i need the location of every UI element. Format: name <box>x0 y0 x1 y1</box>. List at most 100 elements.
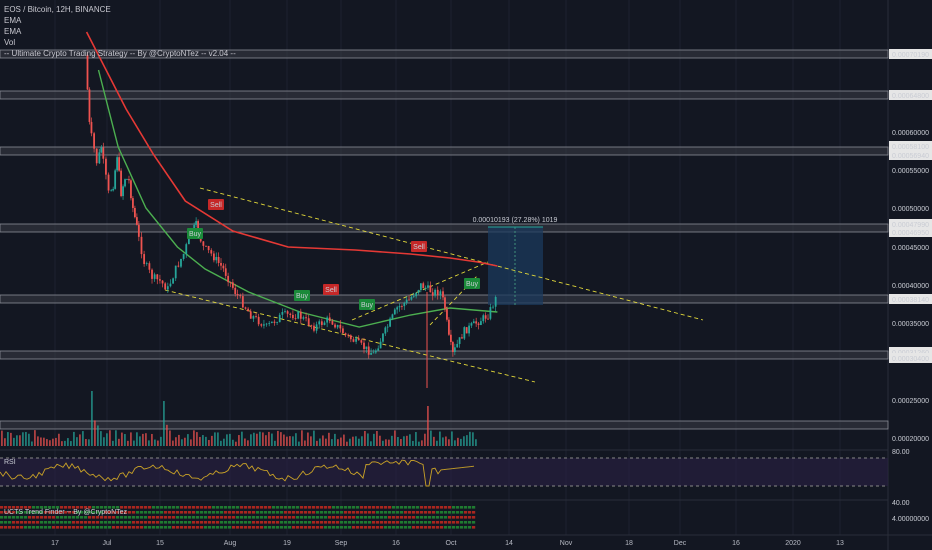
trend-cell <box>108 521 112 524</box>
trend-cell <box>336 506 340 509</box>
candle-body <box>213 253 215 261</box>
trend-cell <box>320 521 324 524</box>
chart-legend: EOS / Bitcoin, 12H, BINANCE EMA EMA Vol … <box>4 4 236 59</box>
trend-cell <box>276 506 280 509</box>
trend-cell <box>300 511 304 514</box>
sr-zone <box>0 90 889 100</box>
legend-ema-1[interactable]: EMA <box>4 16 22 25</box>
trend-cell <box>52 516 56 519</box>
trend-cell <box>292 516 296 519</box>
trend-cell <box>208 521 212 524</box>
trend-cell <box>168 526 172 529</box>
time-axis-label: Sep <box>335 540 348 547</box>
candle-body <box>252 316 255 319</box>
trend-cell <box>84 521 88 524</box>
trend-cell <box>392 516 396 519</box>
candle-body <box>367 346 370 355</box>
trend-cell <box>76 511 80 514</box>
volume-bar <box>319 438 321 446</box>
trend-cell <box>60 521 64 524</box>
trend-cell <box>300 506 304 509</box>
volume-bar <box>22 432 24 446</box>
volume-bar <box>427 406 429 446</box>
trend-cell <box>244 511 248 514</box>
candle-body <box>331 321 334 325</box>
trend-cell <box>324 521 328 524</box>
volume-bar <box>172 440 174 446</box>
candle-body <box>118 157 120 171</box>
trend-cell <box>344 521 348 524</box>
trend-cell <box>368 521 372 524</box>
trend-cell <box>340 516 344 519</box>
trend-cell <box>368 526 372 529</box>
trend-cell <box>120 506 124 509</box>
trend-cell <box>336 521 340 524</box>
trend-cell <box>428 521 432 524</box>
trend-cell <box>440 506 444 509</box>
trend-cell <box>284 526 288 529</box>
trend-cell <box>280 506 284 509</box>
trend-cell <box>364 516 368 519</box>
trend-cell <box>448 511 452 514</box>
volume-bar <box>262 432 264 446</box>
candle-body <box>224 268 227 276</box>
candle-body <box>398 306 401 308</box>
volume-bar <box>298 441 300 446</box>
trend-cell <box>368 506 372 509</box>
trend-cell <box>424 506 428 509</box>
trend-cell <box>468 516 472 519</box>
volume-bar <box>205 436 207 446</box>
volume-bar <box>196 432 198 446</box>
candle-body <box>273 321 276 323</box>
trend-cell <box>88 526 92 529</box>
candle-body <box>448 319 450 335</box>
volume-bar <box>334 433 336 446</box>
legend-strategy[interactable]: -- Ultimate Crypto Trading Strategy -- B… <box>4 49 236 58</box>
sr-zone <box>0 49 889 59</box>
legend-symbol[interactable]: EOS / Bitcoin, 12H, BINANCE <box>4 5 111 14</box>
trend-cell <box>188 506 192 509</box>
candle-body <box>145 263 148 264</box>
volume-bar <box>418 441 420 446</box>
trend-cell <box>92 516 96 519</box>
trend-cell <box>368 516 372 519</box>
candle-body <box>205 245 207 247</box>
candle-body <box>415 292 418 297</box>
trend-cell <box>12 526 16 529</box>
volume-bar <box>82 431 84 446</box>
trend-cell <box>356 516 360 519</box>
ema-fast-line <box>97 69 498 328</box>
trend-cell <box>152 521 156 524</box>
volume-bar <box>151 433 153 446</box>
trend-cell <box>148 506 152 509</box>
trend-cell <box>320 511 324 514</box>
trend-cell <box>84 516 88 519</box>
trend-cell <box>372 516 376 519</box>
trend-cell <box>240 516 244 519</box>
trend-cell <box>436 526 440 529</box>
trend-cell <box>180 511 184 514</box>
candle-body <box>102 147 105 159</box>
trend-cell <box>360 526 364 529</box>
legend-volume[interactable]: Vol <box>4 38 16 47</box>
trend-cell <box>232 506 236 509</box>
trend-cell <box>384 511 388 514</box>
signal-buy-label: Buy <box>189 231 202 238</box>
trend-cell <box>48 526 52 529</box>
trend-cell <box>364 506 368 509</box>
trend-cell <box>316 511 320 514</box>
trend-cell <box>400 516 404 519</box>
price-axis-tag <box>889 219 932 229</box>
trend-cell <box>404 516 408 519</box>
trend-cell <box>408 521 412 524</box>
trend-cell <box>120 521 124 524</box>
trendline <box>351 261 489 321</box>
trend-cell <box>360 506 364 509</box>
trend-cell <box>412 526 416 529</box>
legend-ema-2[interactable]: EMA <box>4 27 22 36</box>
signal-buy-label: Buy <box>296 293 309 300</box>
trend-cell <box>44 506 48 509</box>
sr-zone <box>0 294 889 304</box>
trend-cell <box>272 521 276 524</box>
